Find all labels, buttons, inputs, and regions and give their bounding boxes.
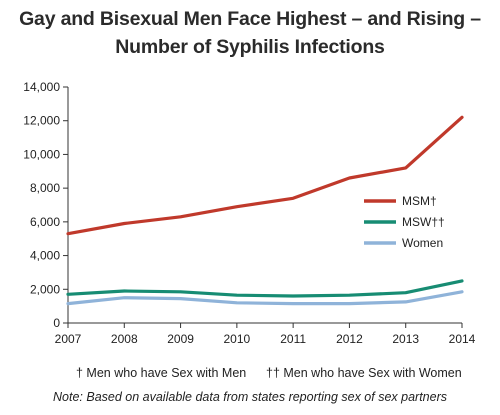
x-tick-label: 2009: [167, 332, 194, 346]
x-tick-label: 2012: [336, 332, 363, 346]
y-tick-label: 14,000: [23, 80, 60, 94]
legend-label-2: Women: [402, 236, 443, 250]
chart-title-line-2: Number of Syphilis Infections: [115, 36, 385, 58]
footnote-note: Note: Based on available data from state…: [53, 390, 447, 404]
series-line-0: [66, 115, 464, 236]
x-tick-label: 2011: [280, 332, 306, 346]
series-line-2: [66, 290, 464, 306]
footnote-msw: †† Men who have Sex with Women: [266, 366, 462, 380]
x-tick-label: 2014: [449, 332, 476, 346]
x-tick-label: 2013: [392, 332, 419, 346]
series-line-1: [66, 279, 464, 298]
legend-label-1: MSW††: [402, 215, 445, 229]
y-tick-label: 12,000: [23, 114, 60, 128]
x-tick-label: 2008: [111, 332, 138, 346]
legend-label-0: MSM†: [402, 194, 437, 208]
x-tick-label: 2007: [55, 332, 82, 346]
y-tick-label: 2,000: [30, 282, 60, 296]
footnote-msm: † Men who have Sex with Men: [76, 366, 247, 380]
y-tick-label: 0: [53, 316, 60, 330]
y-tick-label: 6,000: [30, 215, 60, 229]
x-tick-label: 2010: [224, 332, 251, 346]
y-tick-label: 10,000: [23, 147, 60, 161]
chart-title-line-1: Gay and Bisexual Men Face Highest – and …: [19, 8, 481, 30]
y-tick-label: 4,000: [30, 249, 60, 263]
y-tick-label: 8,000: [30, 181, 60, 195]
